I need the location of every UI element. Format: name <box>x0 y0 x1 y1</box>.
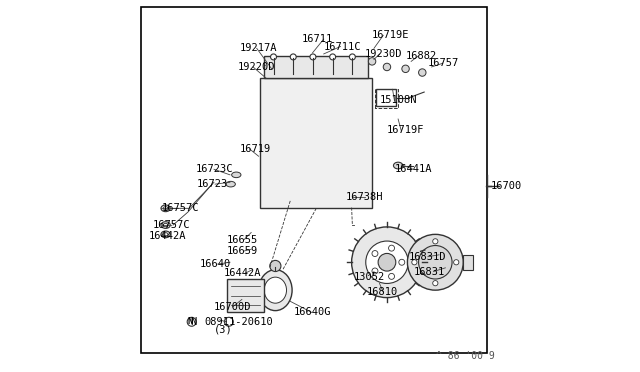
Ellipse shape <box>163 207 168 210</box>
Ellipse shape <box>163 233 168 236</box>
FancyBboxPatch shape <box>260 78 372 208</box>
Text: 16882: 16882 <box>406 51 437 61</box>
Circle shape <box>454 260 459 265</box>
Circle shape <box>433 239 438 244</box>
Text: (3): (3) <box>214 324 233 334</box>
Bar <box>376 89 396 106</box>
Text: 16719F: 16719F <box>387 125 424 135</box>
Text: 08911-20610: 08911-20610 <box>204 317 273 327</box>
Circle shape <box>433 280 438 286</box>
Text: ^ 86 '00 9: ^ 86 '00 9 <box>436 351 495 361</box>
Bar <box>264 56 369 78</box>
Text: N: N <box>191 317 196 327</box>
Ellipse shape <box>161 205 170 212</box>
Ellipse shape <box>226 182 236 187</box>
Circle shape <box>349 54 355 60</box>
Text: 19220D: 19220D <box>237 62 275 72</box>
Ellipse shape <box>264 277 287 303</box>
Ellipse shape <box>232 172 241 178</box>
Text: 16757C: 16757C <box>152 220 190 230</box>
Text: 16719E: 16719E <box>371 31 409 40</box>
Circle shape <box>351 227 422 298</box>
Circle shape <box>372 268 378 274</box>
Text: 16442A: 16442A <box>149 231 186 241</box>
Text: 16757C: 16757C <box>162 203 200 213</box>
Circle shape <box>365 241 408 283</box>
Text: 16640G: 16640G <box>294 308 332 317</box>
Text: 13052: 13052 <box>353 272 385 282</box>
Text: 16640: 16640 <box>200 259 232 269</box>
Circle shape <box>271 54 276 60</box>
Circle shape <box>399 259 404 265</box>
Ellipse shape <box>163 223 168 227</box>
Text: 16442A: 16442A <box>224 269 262 278</box>
Circle shape <box>310 54 316 60</box>
Text: 16831: 16831 <box>414 267 445 276</box>
Text: 16711: 16711 <box>302 34 333 44</box>
Text: 16723C: 16723C <box>195 164 233 174</box>
Text: 16700D: 16700D <box>214 302 252 312</box>
Ellipse shape <box>161 231 170 238</box>
Circle shape <box>402 65 410 73</box>
Text: 15108N: 15108N <box>380 96 417 105</box>
Circle shape <box>383 63 390 71</box>
Circle shape <box>225 317 234 326</box>
Circle shape <box>372 251 378 257</box>
Circle shape <box>270 260 281 272</box>
Text: 19230D: 19230D <box>365 49 402 59</box>
Circle shape <box>388 245 394 251</box>
Ellipse shape <box>394 162 403 169</box>
Circle shape <box>419 69 426 76</box>
Circle shape <box>412 260 417 265</box>
Text: 16655: 16655 <box>227 235 257 245</box>
Circle shape <box>187 317 196 326</box>
Text: 16757: 16757 <box>428 58 459 68</box>
Text: 16723: 16723 <box>196 179 228 189</box>
Circle shape <box>378 253 396 271</box>
Circle shape <box>369 58 376 65</box>
Circle shape <box>388 273 394 279</box>
Text: 16700: 16700 <box>491 181 522 191</box>
Text: 16441A: 16441A <box>394 164 432 174</box>
Circle shape <box>419 246 452 279</box>
Circle shape <box>408 234 463 290</box>
Text: 16831D: 16831D <box>408 252 446 262</box>
Text: 16810: 16810 <box>367 287 397 297</box>
Text: 16659: 16659 <box>227 246 257 256</box>
Ellipse shape <box>259 270 292 311</box>
Bar <box>227 279 264 312</box>
Circle shape <box>330 54 335 60</box>
Text: 16719: 16719 <box>240 144 271 154</box>
Bar <box>463 255 472 270</box>
Circle shape <box>291 54 296 60</box>
Ellipse shape <box>161 222 170 228</box>
Text: 16711C: 16711C <box>324 42 361 51</box>
Text: N: N <box>188 317 193 326</box>
Text: 19217A: 19217A <box>240 44 278 53</box>
Text: 16738H: 16738H <box>346 192 383 202</box>
